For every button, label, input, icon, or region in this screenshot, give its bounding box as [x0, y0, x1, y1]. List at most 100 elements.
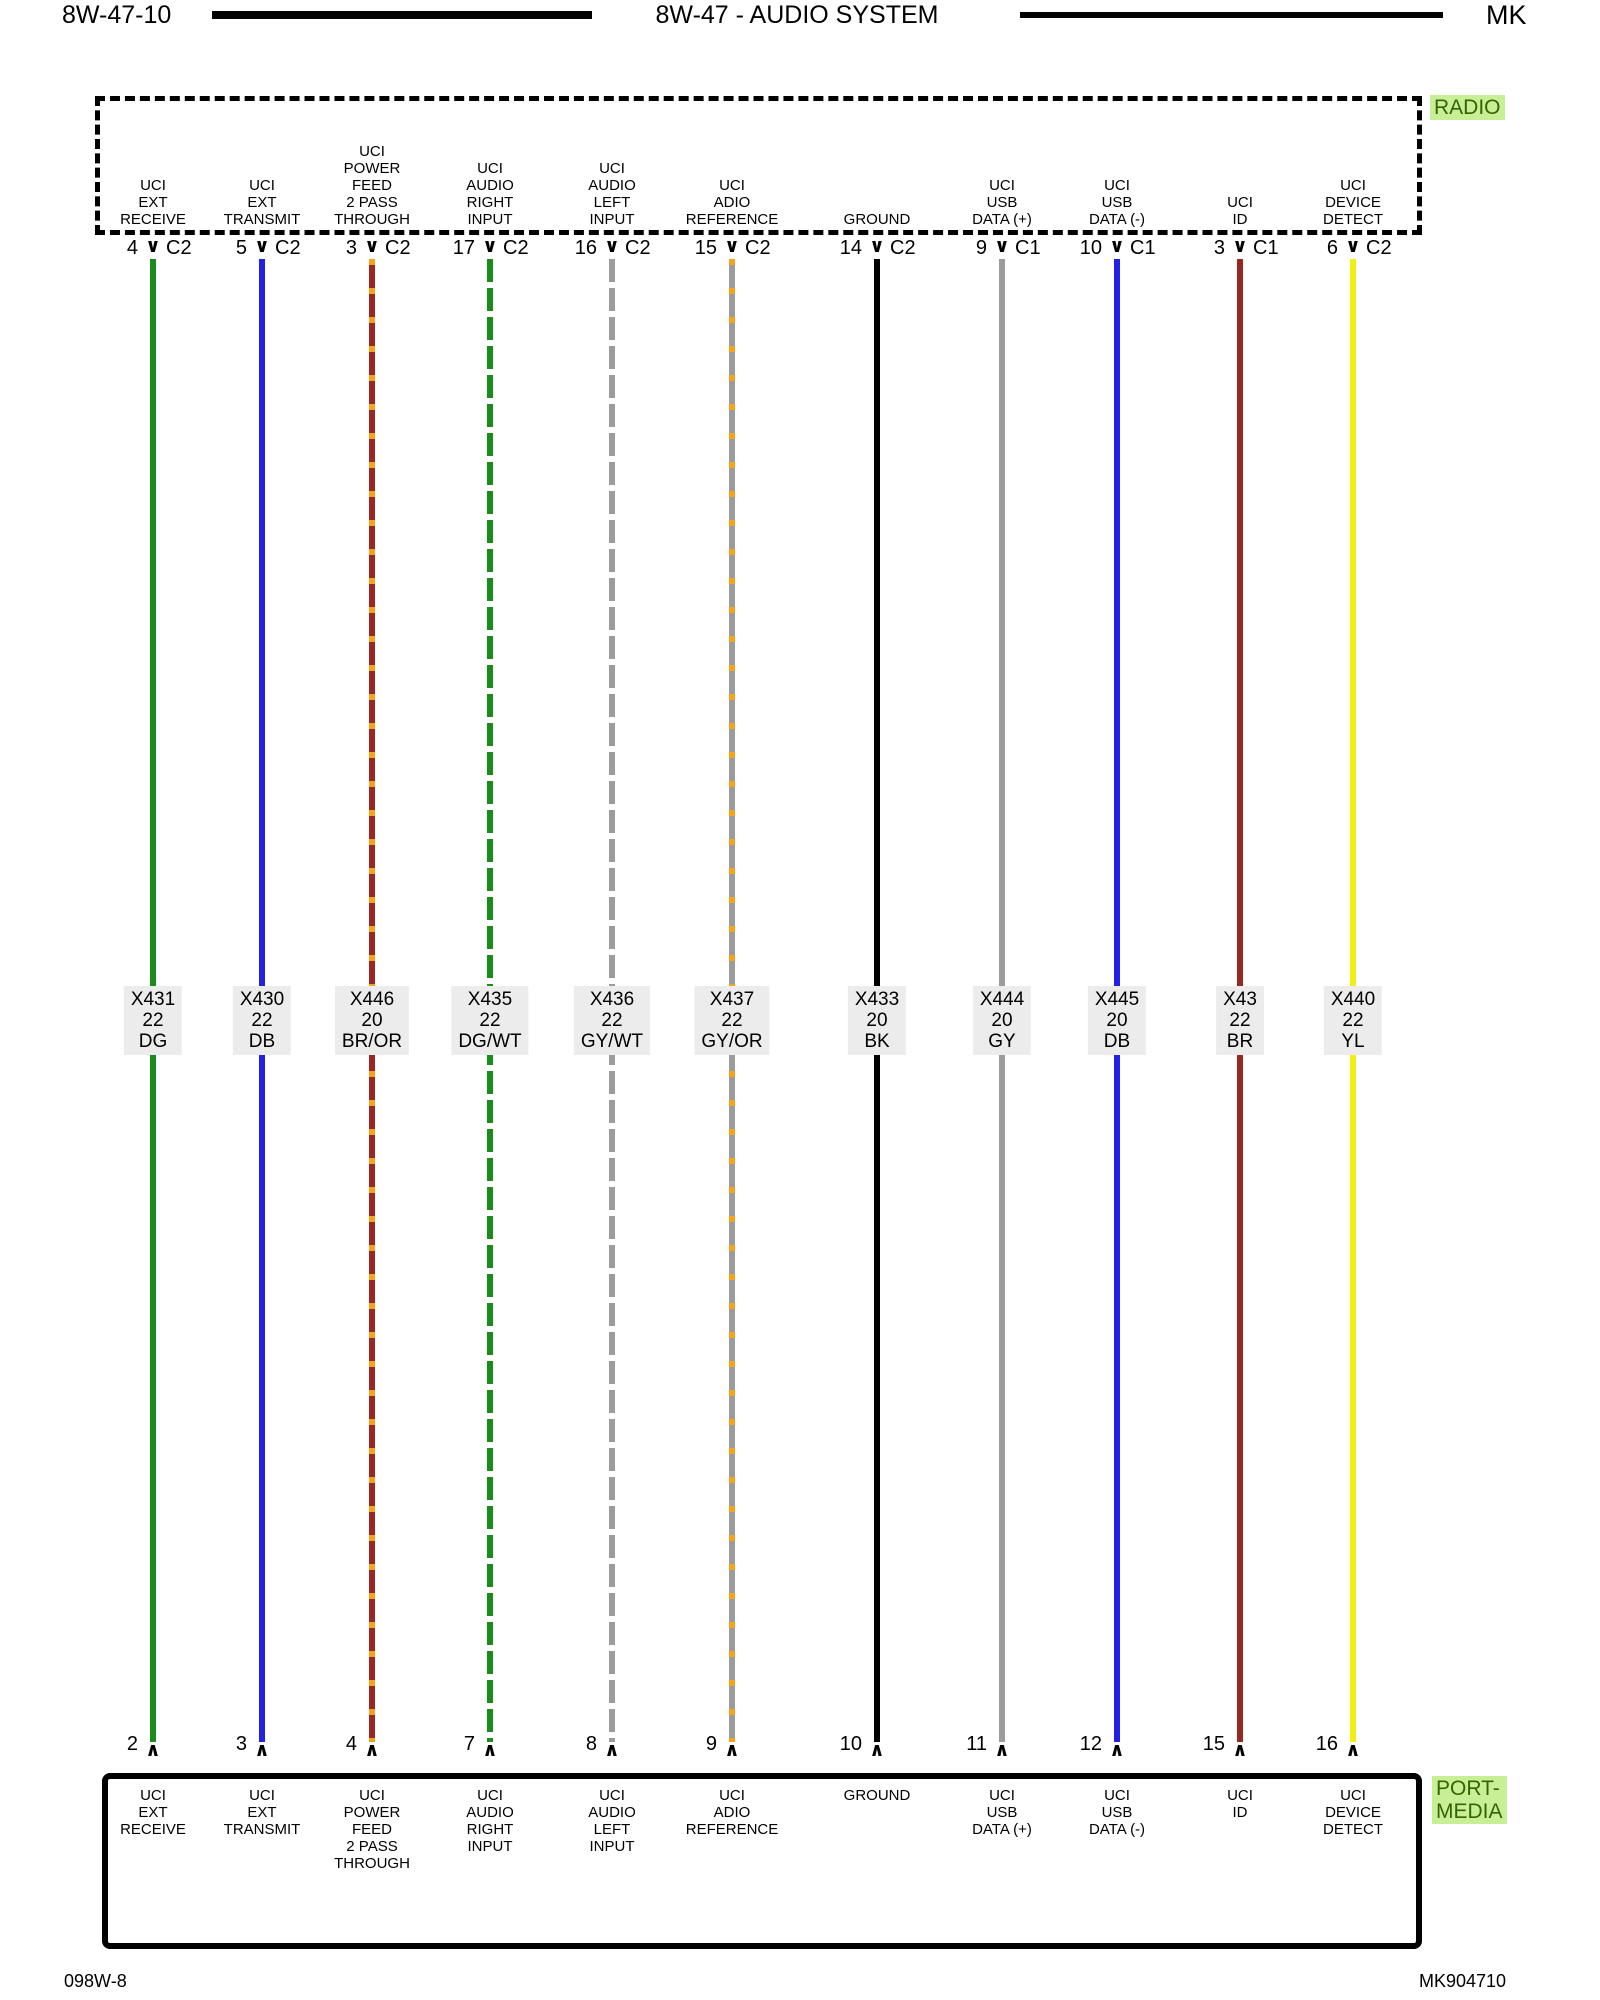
wire-label-line: 22 [479, 1010, 501, 1031]
signal-line: ADIO [713, 194, 751, 211]
top-pin-number: 9 [975, 237, 987, 259]
wire-signal-bottom: UCI AUDIO LEFT INPUT [588, 1787, 636, 1855]
connector-symbol-top: ∨ [604, 236, 620, 257]
wire-label-line: 22 [142, 1010, 164, 1031]
signal-line: USB [1101, 1804, 1133, 1821]
wire-signal-bottom: UCI POWER FEED 2 PASS THROUGH [334, 1787, 410, 1872]
signal-line: UCI [1227, 194, 1253, 211]
bottom-pin-number: 7 [463, 1733, 475, 1755]
bottom-pin-number: 16 [1315, 1733, 1338, 1755]
signal-line: USB [1101, 194, 1133, 211]
signal-line: REFERENCE [685, 1821, 779, 1838]
wire-signal-top: UCI AUDIO RIGHT INPUT [466, 160, 514, 228]
signal-line: UCI [599, 160, 625, 177]
wire-label-line: 22 [601, 1010, 623, 1031]
signal-line: INPUT [589, 1838, 635, 1855]
top-pin-number: 16 [574, 237, 597, 259]
connector-symbol-bottom: ∧ [364, 1740, 380, 1761]
model-code: MK [1486, 0, 1527, 30]
drawing-code: MK904710 [1419, 1971, 1507, 1991]
signal-line: UCI [249, 177, 275, 194]
wire-label-line: 20 [866, 1010, 888, 1031]
wire-label-line: X440 [1330, 989, 1376, 1010]
bottom-pin-number: 4 [345, 1733, 357, 1755]
bottom-pin-number: 8 [585, 1733, 597, 1755]
wire-label-line: DB [1103, 1031, 1131, 1052]
signal-line: UCI [477, 160, 503, 177]
bottom-pin-number: 10 [839, 1733, 862, 1755]
wire-signal-bottom: UCI DEVICE DETECT [1323, 1787, 1383, 1838]
connector-symbol-top: ∨ [1109, 236, 1125, 257]
signal-line: RIGHT [466, 194, 514, 211]
connector-symbol-bottom: ∧ [145, 1740, 161, 1761]
signal-line: UCI [719, 177, 745, 194]
top-connector-label: C2 [625, 237, 651, 259]
signal-line: DEVICE [1325, 194, 1381, 211]
wire-label-line: GY/WT [580, 1031, 644, 1052]
wire-label: X436 22 GY/WT [573, 986, 651, 1055]
wire-label: X430 22 DB [232, 986, 292, 1055]
top-connector-label: C2 [166, 237, 192, 259]
port-media-box [102, 1773, 1422, 1949]
signal-line: USB [986, 1804, 1018, 1821]
wire-label-line: X433 [854, 989, 900, 1010]
wire-signal-top: UCI DEVICE DETECT [1323, 177, 1383, 228]
wire-label-line: BK [864, 1031, 890, 1052]
wire-signal-bottom: GROUND [844, 1787, 911, 1804]
wire-label-line: X435 [467, 989, 513, 1010]
signal-line: UCI [989, 177, 1015, 194]
wire-label: X440 22 YL [1323, 986, 1383, 1055]
signal-line: INPUT [589, 211, 635, 228]
wire-label-line: X444 [979, 989, 1025, 1010]
signal-line: THROUGH [334, 1855, 410, 1872]
signal-line: 2 PASS [346, 1838, 398, 1855]
header-rule-left [212, 11, 592, 19]
signal-line: TRANSMIT [223, 1821, 301, 1838]
wire-label: X43 22 BR [1216, 986, 1264, 1055]
wire-signal-bottom: UCI EXT RECEIVE [120, 1787, 186, 1838]
signal-line: AUDIO [588, 177, 636, 194]
wire-signal-top: UCI POWER FEED 2 PASS THROUGH [334, 143, 410, 228]
connector-symbol-top: ∨ [1232, 236, 1248, 257]
wire-label: X445 20 DB [1087, 986, 1147, 1055]
signal-line: RECEIVE [120, 211, 186, 228]
connector-symbol-bottom: ∧ [254, 1740, 270, 1761]
wire-label-line: BR [1226, 1031, 1254, 1052]
wire-label-line: 20 [991, 1010, 1013, 1031]
connector-symbol-bottom: ∧ [1232, 1740, 1248, 1761]
bottom-pin-number: 2 [126, 1733, 138, 1755]
radio-connector-box [95, 96, 1422, 235]
signal-line: AUDIO [466, 1804, 514, 1821]
wire-label-line: X43 [1223, 989, 1257, 1010]
wire-label: X444 20 GY [972, 986, 1032, 1055]
signal-line: DATA (-) [1088, 211, 1146, 228]
signal-line: UCI [719, 1787, 745, 1804]
wire-label-line: X437 [709, 989, 755, 1010]
connector-symbol-bottom: ∧ [1345, 1740, 1361, 1761]
top-connector-label: C2 [745, 237, 771, 259]
top-connector-label: C2 [275, 237, 301, 259]
top-connector-label: C2 [503, 237, 529, 259]
connector-symbol-top: ∨ [364, 236, 380, 257]
connector-symbol-bottom: ∧ [994, 1740, 1010, 1761]
top-pin-number: 5 [235, 237, 247, 259]
wire-signal-top: UCI USB DATA (+) [972, 177, 1032, 228]
wire-label: X433 20 BK [847, 986, 907, 1055]
signal-line: DATA (+) [972, 1821, 1032, 1838]
signal-line: TRANSMIT [223, 211, 301, 228]
top-connector-label: C2 [890, 237, 916, 259]
top-pin-number: 3 [345, 237, 357, 259]
wire-label: X437 22 GY/OR [694, 986, 770, 1055]
signal-line: ADIO [713, 1804, 751, 1821]
port-media-label-line1: PORT- [1436, 1777, 1500, 1800]
top-pin-number: 4 [126, 237, 138, 259]
wire-label-line: X445 [1094, 989, 1140, 1010]
bottom-pin-number: 12 [1079, 1733, 1102, 1755]
signal-line: EXT [138, 1804, 168, 1821]
top-pin-number: 15 [694, 237, 717, 259]
wire-signal-bottom: UCI ID [1227, 1787, 1253, 1821]
top-connector-label: C1 [1130, 237, 1156, 259]
signal-line: LEFT [593, 194, 631, 211]
top-connector-label: C1 [1015, 237, 1041, 259]
signal-line: UCI [1340, 177, 1366, 194]
